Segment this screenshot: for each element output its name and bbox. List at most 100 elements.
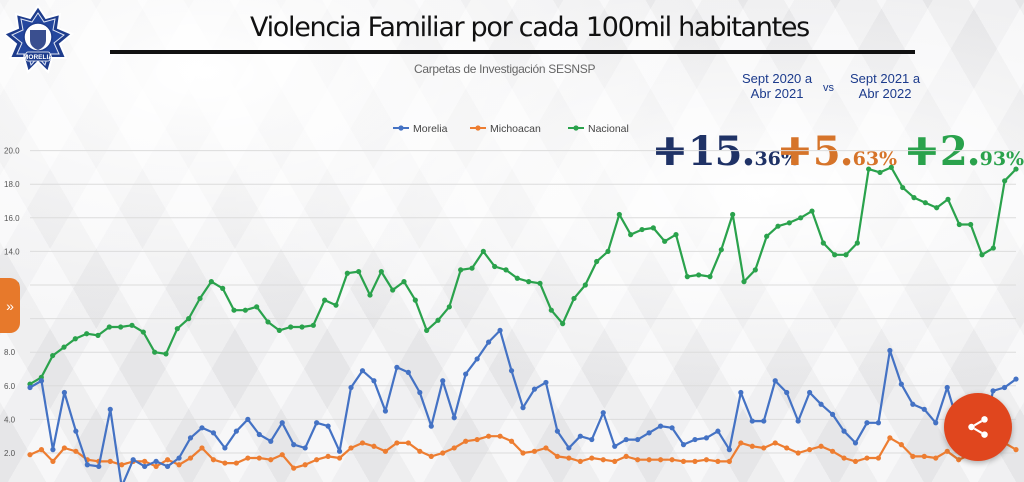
- data-point: [684, 274, 690, 280]
- data-point: [492, 263, 498, 270]
- data-point: [140, 329, 146, 335]
- data-point: [795, 418, 801, 424]
- data-point: [38, 447, 45, 453]
- data-point: [367, 292, 373, 298]
- data-point: [359, 368, 366, 374]
- data-point: [210, 457, 217, 463]
- stat-morelia-big: 15.: [687, 128, 756, 175]
- data-point: [852, 458, 859, 464]
- data-point: [231, 307, 237, 313]
- data-point: [554, 453, 560, 459]
- data-point: [276, 327, 282, 333]
- stat-morelia: ✚15.36%: [654, 128, 799, 175]
- data-point: [526, 279, 532, 285]
- y-tick-label: 8.0: [4, 348, 16, 357]
- data-point: [1013, 166, 1019, 172]
- data-point: [164, 457, 171, 463]
- data-point: [680, 442, 687, 448]
- data-point: [474, 356, 480, 362]
- data-point: [945, 196, 951, 202]
- share-button[interactable]: [944, 393, 1012, 461]
- data-point: [764, 233, 770, 239]
- data-point: [187, 435, 194, 441]
- data-point: [446, 304, 452, 310]
- data-point: [405, 440, 411, 446]
- data-point: [571, 295, 577, 302]
- data-point: [832, 252, 838, 258]
- vs-label: vs: [823, 82, 834, 94]
- data-point: [268, 438, 274, 444]
- data-point: [749, 443, 755, 449]
- data-point: [715, 458, 721, 464]
- data-point: [898, 442, 904, 448]
- data-point: [142, 463, 148, 470]
- data-point: [199, 445, 205, 451]
- data-point: [435, 317, 441, 323]
- data-point: [95, 332, 101, 338]
- data-point: [84, 462, 90, 468]
- side-expand-tab[interactable]: »: [0, 278, 20, 333]
- data-point: [107, 458, 113, 464]
- data-point: [730, 211, 736, 218]
- stat-nacional-small: 93%: [979, 148, 1024, 170]
- data-point: [130, 457, 136, 463]
- data-point: [508, 368, 515, 374]
- data-point: [348, 445, 354, 451]
- legend-marker: [475, 125, 481, 131]
- double-chevron-right-icon: »: [6, 297, 14, 314]
- data-point: [245, 455, 251, 461]
- data-point: [566, 455, 572, 461]
- data-point: [887, 347, 893, 354]
- data-point: [715, 428, 721, 434]
- data-point: [325, 453, 331, 459]
- data-point: [741, 279, 747, 285]
- data-point: [703, 435, 710, 441]
- data-point: [142, 458, 148, 464]
- data-point: [1002, 178, 1008, 184]
- data-point: [628, 232, 634, 238]
- share-icon: [968, 416, 988, 438]
- data-point: [956, 457, 962, 463]
- data-point: [646, 457, 652, 463]
- data-point: [417, 448, 423, 454]
- data-point: [118, 324, 124, 330]
- data-point: [818, 443, 824, 449]
- data-point: [910, 401, 916, 407]
- y-tick-label: 20.0: [4, 147, 20, 156]
- data-point: [378, 268, 384, 275]
- data-point: [772, 378, 778, 384]
- plus-icon: ✚: [779, 130, 811, 174]
- data-point: [639, 226, 645, 233]
- chart-series: [27, 164, 1019, 482]
- data-point: [27, 452, 33, 458]
- badge-text: MORELIA: [23, 54, 53, 61]
- data-point: [582, 282, 588, 288]
- data-point: [50, 352, 56, 359]
- data-point: [38, 378, 45, 384]
- data-point: [153, 463, 159, 470]
- data-point: [390, 287, 396, 293]
- data-point: [50, 458, 56, 464]
- data-point: [440, 378, 446, 384]
- data-point: [371, 378, 377, 384]
- stat-nacional-big: 2.: [939, 128, 981, 175]
- data-point: [990, 388, 996, 394]
- data-point: [910, 453, 916, 459]
- y-tick-label: 6.0: [4, 382, 16, 391]
- legend-label: Michoacan: [490, 123, 541, 135]
- data-point: [543, 379, 549, 386]
- data-point: [662, 238, 668, 244]
- data-point: [531, 448, 538, 454]
- data-point: [222, 445, 228, 451]
- data-point: [877, 169, 883, 176]
- data-point: [548, 307, 554, 313]
- stat-morelia-small: 36%: [754, 148, 799, 170]
- data-point: [673, 232, 679, 238]
- data-point: [336, 448, 343, 454]
- y-tick-label: 4.0: [4, 415, 16, 424]
- data-point: [314, 457, 320, 463]
- data-point: [577, 433, 583, 439]
- data-point: [233, 460, 239, 466]
